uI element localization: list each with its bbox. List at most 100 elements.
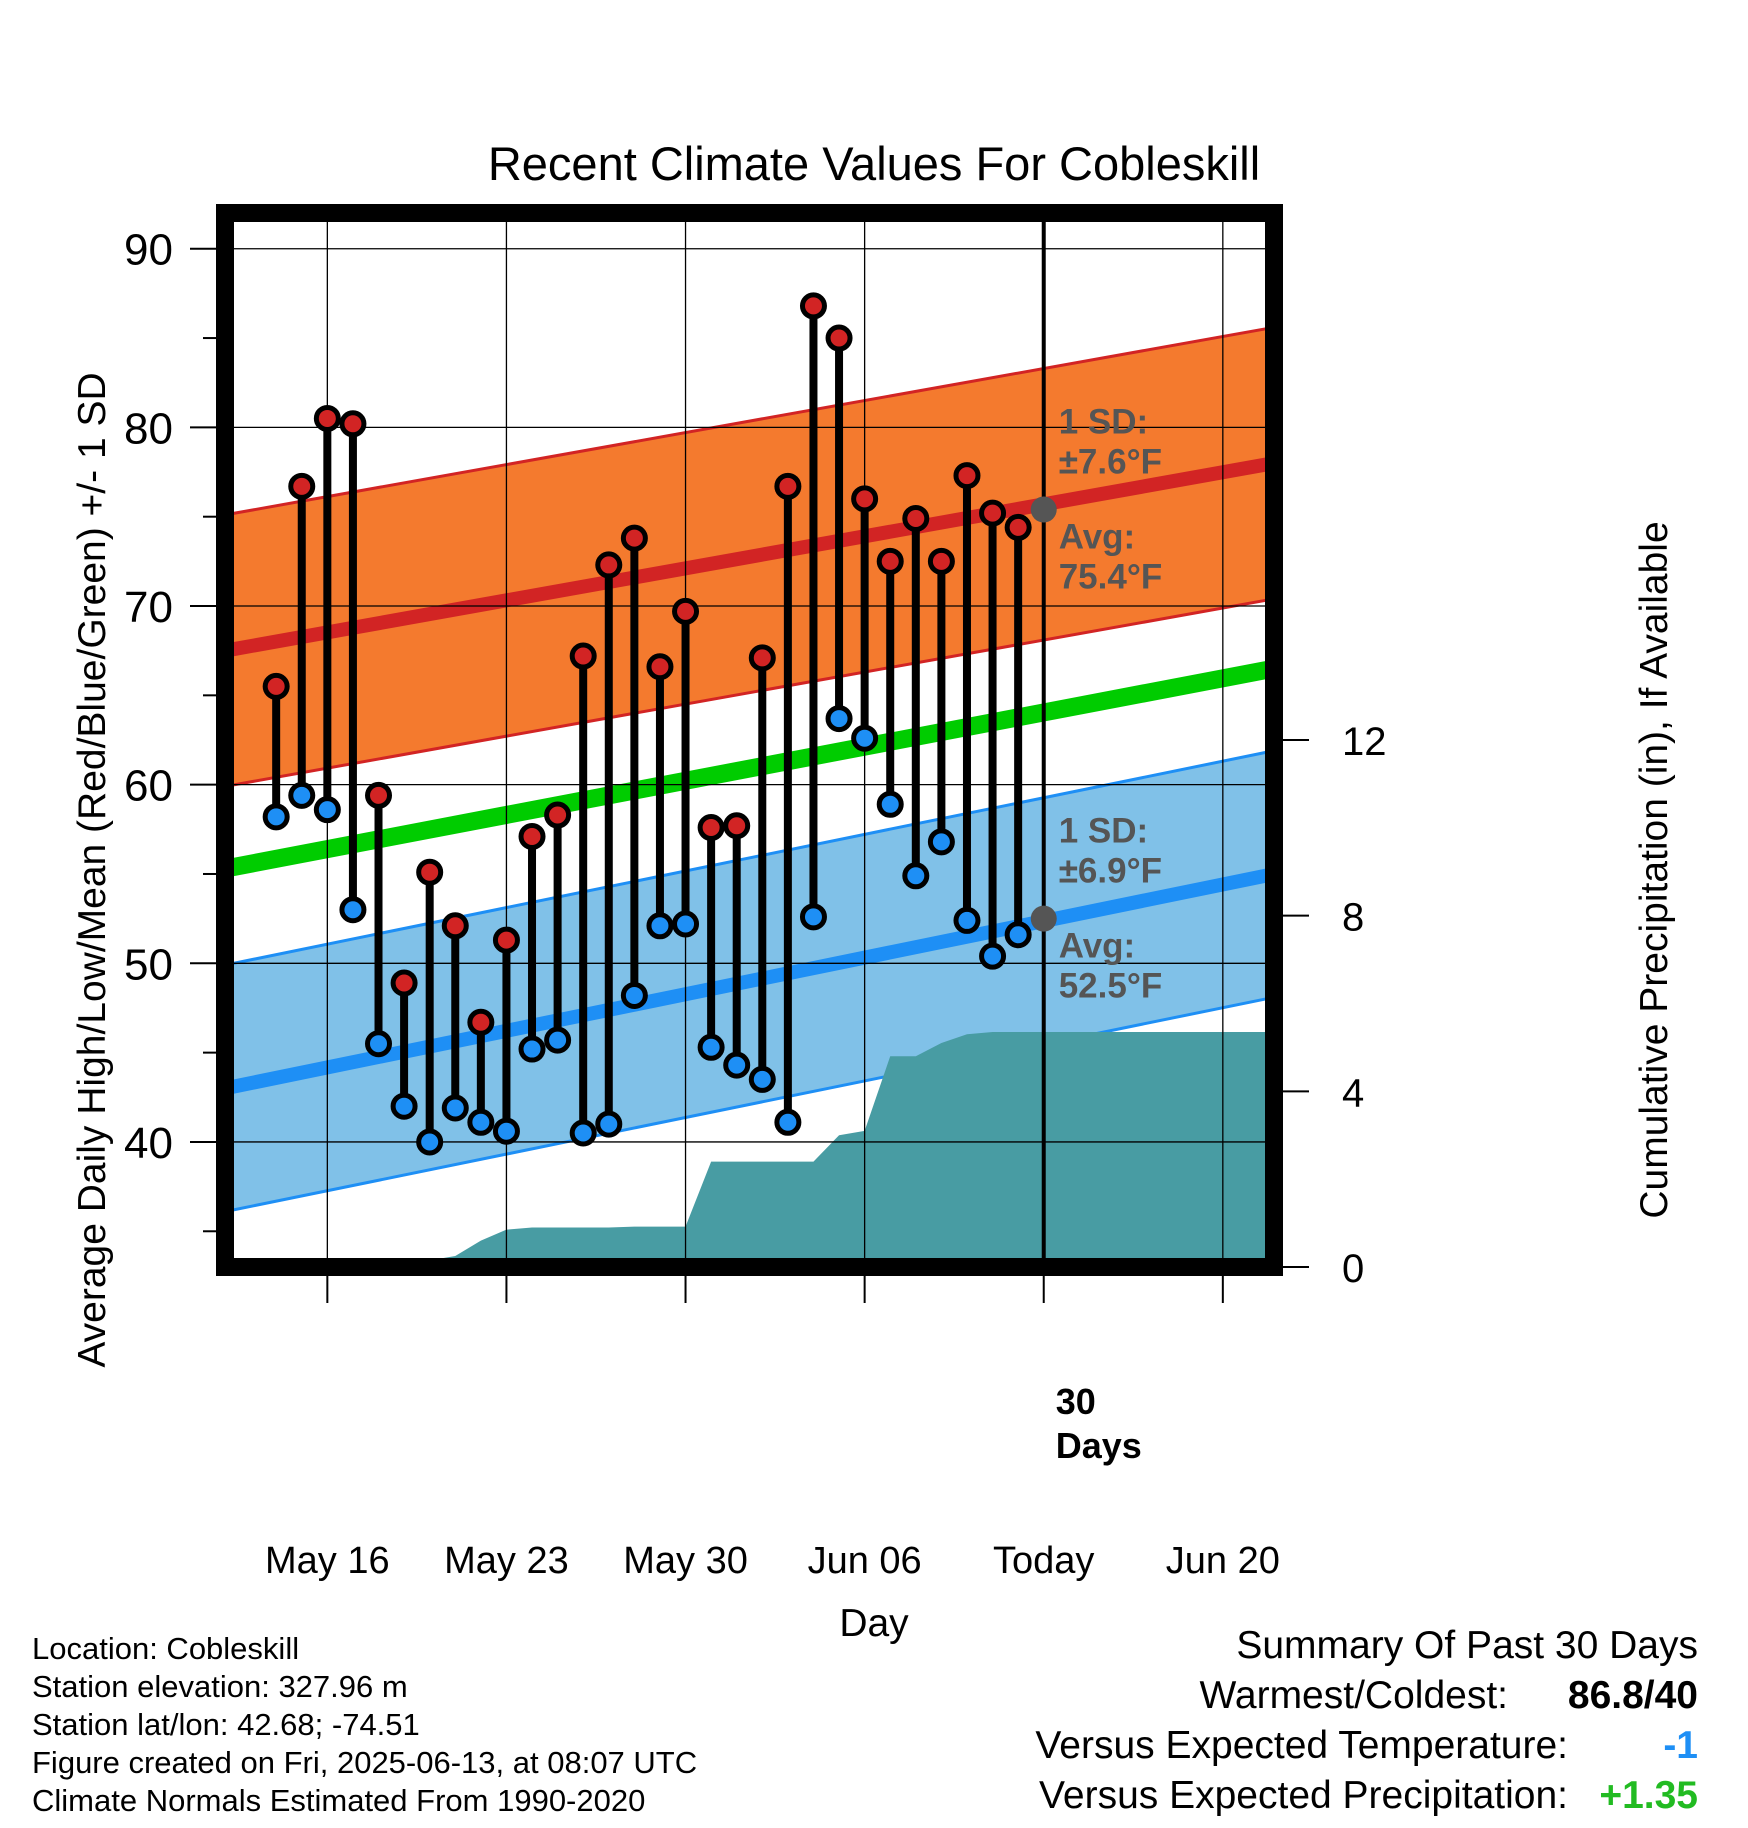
- low-point-2025-06-05: [825, 705, 853, 733]
- plot-frame: [216, 204, 1283, 1276]
- high-point-2025-05-18: [365, 781, 393, 809]
- high-point-2025-05-27: [595, 551, 623, 579]
- low-avg-label-line-2: 52.5°F: [1059, 967, 1163, 1006]
- high-point-2025-06-10: [953, 462, 981, 490]
- low-point-2025-05-17: [339, 896, 367, 924]
- precip-area: [327, 1032, 1275, 1267]
- high-avg-label-line-1: Avg:: [1059, 518, 1135, 557]
- y2-tick-label-4: 4: [1342, 1071, 1364, 1115]
- info-normals: Climate Normals Estimated From 1990-2020: [32, 1783, 646, 1818]
- summary-warm-cold-label: Warmest/Coldest:: [1199, 1674, 1508, 1717]
- y2-axis-title: Cumulative Precipitation (in), If Availa…: [1633, 521, 1676, 1218]
- low-point-2025-05-30: [672, 910, 700, 938]
- low-point-2025-06-09: [927, 828, 955, 856]
- low-point-2025-06-10: [953, 906, 981, 934]
- high-point-2025-06-05: [825, 324, 853, 352]
- x-tick-label-may-16: May 16: [265, 1540, 390, 1582]
- high-point-2025-05-30: [672, 597, 700, 625]
- high-point-2025-06-12: [1004, 513, 1032, 541]
- normal-low-line: [223, 867, 1276, 1096]
- summary-warm-cold-value: 86.8/40: [1567, 1674, 1698, 1717]
- high-point-2025-06-04: [799, 292, 827, 320]
- high-point-2025-06-01: [723, 812, 751, 840]
- high-point-2025-05-24: [518, 822, 546, 850]
- low-point-2025-05-25: [544, 1026, 572, 1054]
- low-point-2025-05-14: [262, 803, 290, 831]
- high-point-2025-05-22: [467, 1008, 495, 1036]
- low-point-2025-05-18: [365, 1030, 393, 1058]
- low-point-2025-06-12: [1004, 921, 1032, 949]
- high-sd-label-line-1: 1 SD:: [1059, 403, 1148, 442]
- y-tick-label-50: 50: [124, 940, 173, 989]
- plot-border: [216, 204, 1283, 1276]
- y-axis-title: Average Daily High/Low/Mean (Red/Blue/Gr…: [71, 372, 114, 1367]
- low-point-2025-05-28: [620, 981, 648, 1009]
- high-point-2025-05-31: [697, 814, 725, 842]
- low-point-2025-06-01: [723, 1051, 751, 1079]
- low-point-2025-06-07: [876, 790, 904, 818]
- today-high-avg-marker: [1030, 496, 1057, 523]
- daily-stems: [272, 305, 1023, 1142]
- high-point-2025-05-28: [620, 524, 648, 552]
- normal-bands: [223, 325, 1276, 1214]
- y2-tick-label-12: 12: [1342, 720, 1387, 764]
- y2-tick-label-0: 0: [1342, 1247, 1364, 1291]
- high-point-2025-06-07: [876, 547, 904, 575]
- y-tick-label-70: 70: [124, 583, 173, 632]
- low-point-2025-05-29: [646, 912, 674, 940]
- summary-temp-label: Versus Expected Temperature:: [1035, 1724, 1568, 1767]
- summary-precip-value: +1.35: [1599, 1774, 1698, 1817]
- normal-mean-line: [223, 659, 1276, 878]
- high-point-2025-05-14: [262, 672, 290, 700]
- high-point-2025-06-06: [851, 485, 879, 513]
- x-tick-label-may-23: May 23: [444, 1540, 569, 1582]
- low-point-2025-05-20: [416, 1128, 444, 1156]
- high-point-2025-06-02: [748, 644, 776, 672]
- high-point-2025-06-08: [902, 504, 930, 532]
- high-point-2025-05-21: [441, 912, 469, 940]
- low-point-2025-06-02: [748, 1065, 776, 1093]
- high-avg-label-line-2: 75.4°F: [1059, 558, 1163, 597]
- today-days-label-line-1: 30: [1056, 1381, 1096, 1422]
- low-point-2025-06-04: [799, 903, 827, 931]
- high-point-2025-05-26: [569, 642, 597, 670]
- info-elevation: Station elevation: 327.96 m: [32, 1669, 408, 1704]
- low-point-2025-05-19: [390, 1092, 418, 1120]
- low-point-2025-05-23: [492, 1117, 520, 1145]
- info-location: Location: Cobleskill: [32, 1631, 300, 1666]
- low-point-2025-05-26: [569, 1119, 597, 1147]
- info-latlon: Station lat/lon: 42.68; -74.51: [32, 1707, 420, 1742]
- precip-area-group: [327, 1032, 1275, 1267]
- x-tick-label-today: Today: [993, 1540, 1094, 1582]
- x-axis-title: Day: [839, 1602, 909, 1645]
- low-point-2025-06-08: [902, 862, 930, 890]
- low-point-2025-05-27: [595, 1110, 623, 1138]
- low-sd-label-line-1: 1 SD:: [1059, 812, 1148, 851]
- high-point-2025-05-29: [646, 653, 674, 681]
- low-point-2025-05-16: [313, 796, 341, 824]
- high-point-2025-05-15: [288, 472, 316, 500]
- high-sd-upper-line: [224, 325, 1275, 517]
- low-sd-label-line-2: ±6.9°F: [1059, 852, 1162, 891]
- y-tick-label-40: 40: [124, 1119, 173, 1168]
- summary-title: Summary Of Past 30 Days: [1236, 1624, 1698, 1667]
- summary-temp-value: -1: [1663, 1724, 1698, 1767]
- summary-precip-label: Versus Expected Precipitation:: [1039, 1774, 1568, 1817]
- y2-tick-label-8: 8: [1342, 896, 1364, 940]
- low-point-2025-05-24: [518, 1035, 546, 1063]
- y-tick-label-60: 60: [124, 762, 173, 811]
- high-point-2025-05-25: [544, 801, 572, 829]
- chart-title: Recent Climate Values For Cobleskill: [488, 137, 1260, 190]
- high-point-2025-06-03: [774, 472, 802, 500]
- low-point-2025-05-22: [467, 1108, 495, 1136]
- x-tick-label-jun-20: Jun 20: [1166, 1540, 1280, 1582]
- low-point-2025-05-15: [288, 781, 316, 809]
- high-point-2025-05-23: [492, 926, 520, 954]
- x-tick-label-may-30: May 30: [623, 1540, 748, 1582]
- low-point-2025-06-06: [851, 724, 879, 752]
- y-tick-label-90: 90: [124, 226, 173, 275]
- daily-dots: [262, 292, 1032, 1156]
- high-point-2025-05-17: [339, 410, 367, 438]
- high-point-2025-06-11: [979, 499, 1007, 527]
